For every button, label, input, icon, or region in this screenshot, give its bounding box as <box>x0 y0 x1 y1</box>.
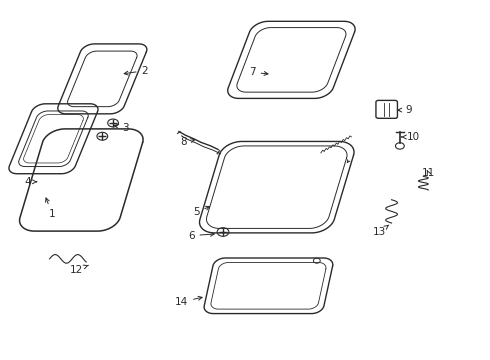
Text: 3: 3 <box>114 123 128 133</box>
Text: 14: 14 <box>175 296 202 307</box>
Text: 12: 12 <box>70 265 88 275</box>
Text: 1: 1 <box>46 198 55 219</box>
Text: 7: 7 <box>249 67 268 77</box>
Text: 10: 10 <box>401 132 420 142</box>
Text: 9: 9 <box>398 105 412 115</box>
Text: 13: 13 <box>373 225 389 237</box>
Text: 4: 4 <box>24 177 37 187</box>
Text: 6: 6 <box>188 231 214 240</box>
Text: 8: 8 <box>181 138 195 147</box>
Text: 2: 2 <box>124 66 148 76</box>
Text: 11: 11 <box>421 168 435 178</box>
Text: 5: 5 <box>193 206 210 217</box>
